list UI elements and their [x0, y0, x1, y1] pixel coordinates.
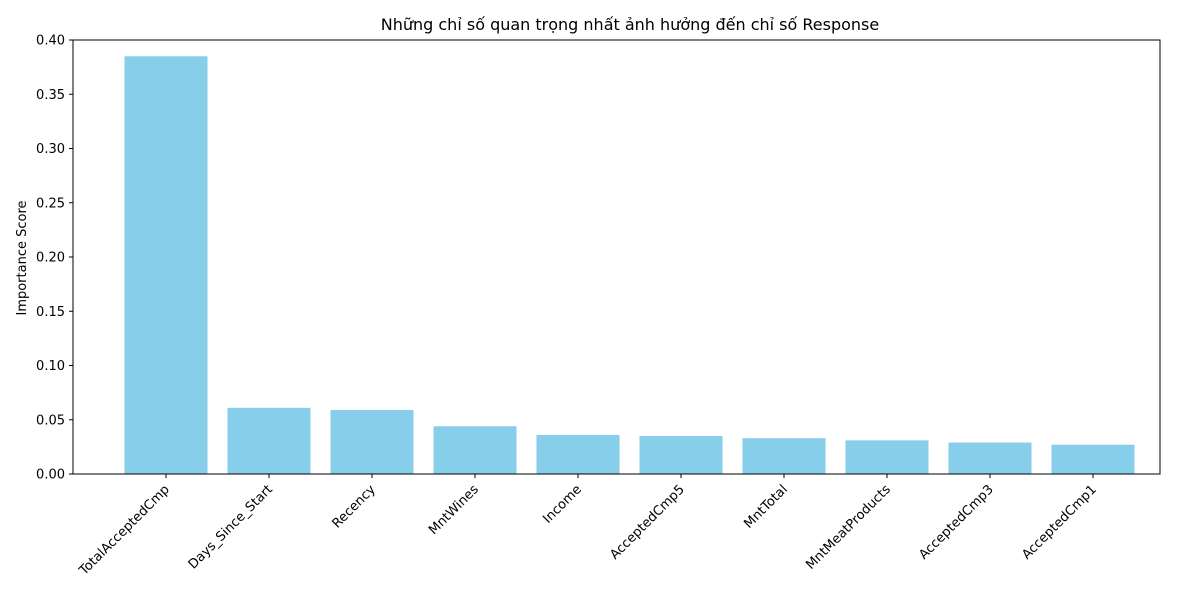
x-tick-label: MntWines [426, 482, 482, 538]
bars-group [124, 56, 1135, 475]
bar-Income [536, 434, 620, 474]
x-tick-label: AcceptedCmp3 [916, 482, 996, 562]
bar-MntMeatProducts [845, 440, 929, 474]
bar-MntTotal [742, 438, 826, 474]
bar-MntWines [433, 426, 517, 474]
bar-AcceptedCmp3 [948, 442, 1032, 474]
y-tick-label: 0.10 [36, 359, 65, 374]
y-axis-label: Importance Score [15, 200, 30, 315]
y-tick-label: 0.40 [36, 34, 65, 49]
y-axis: 0.00 0.05 0.10 0.15 0.20 0.25 0.30 0.35 0.40 [36, 34, 73, 483]
x-tick-label: MntMeatProducts [803, 482, 894, 573]
y-tick-label: 0.05 [36, 413, 65, 428]
x-axis: TotalAcceptedCmp Days_Since_Start Recency M… [76, 474, 1100, 579]
plot-frame [72, 39, 1161, 475]
y-tick-label: 0.20 [36, 251, 65, 266]
x-tick-label: Income [540, 482, 584, 526]
y-tick-label: 0.00 [36, 468, 65, 483]
y-tick-label: 0.30 [36, 142, 65, 157]
bar-Recency [330, 409, 414, 474]
bar-AcceptedCmp1 [1051, 444, 1135, 474]
x-tick-label: MntTotal [741, 482, 790, 531]
y-tick-label: 0.35 [36, 88, 65, 103]
y-tick-label: 0.15 [36, 305, 65, 320]
x-tick-label: Recency [330, 482, 379, 531]
x-tick-label: AcceptedCmp1 [1019, 482, 1099, 562]
x-tick-label: Days_Since_Start [186, 482, 276, 572]
x-tick-label: TotalAcceptedCmp [76, 482, 173, 579]
y-tick-label: 0.25 [36, 196, 65, 211]
x-tick-label: AcceptedCmp5 [607, 482, 687, 562]
bar-Days_Since_Start [227, 407, 311, 474]
bar-AcceptedCmp5 [639, 436, 723, 474]
bar-TotalAcceptedCmp [124, 56, 208, 475]
chart-title: Những chỉ số quan trọng nhất ảnh hưởng đ… [381, 15, 879, 34]
